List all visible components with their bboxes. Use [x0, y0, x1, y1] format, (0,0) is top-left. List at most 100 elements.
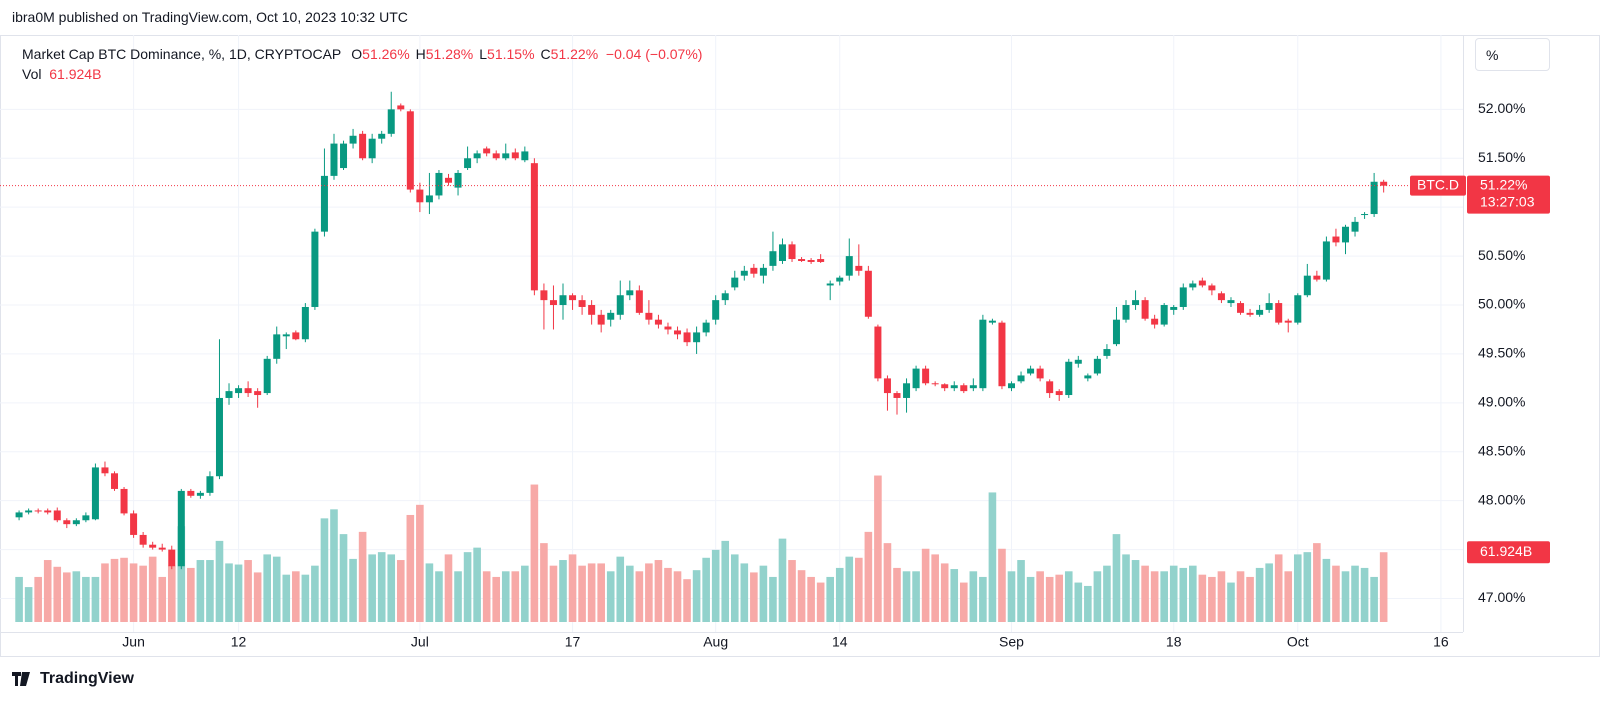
volume-bar	[91, 576, 100, 622]
candle-body	[969, 385, 977, 389]
volume-pane	[15, 475, 1388, 622]
candle-body	[845, 256, 853, 276]
volume-bar	[606, 571, 615, 622]
volume-bar	[998, 548, 1006, 622]
candle-body	[549, 300, 557, 306]
candle-body	[330, 143, 338, 176]
candle-body	[931, 383, 939, 385]
candle-body	[597, 314, 605, 325]
candle-body	[101, 467, 109, 474]
candle-body	[883, 378, 891, 394]
volume-bar	[311, 565, 319, 622]
candle-body	[941, 384, 949, 389]
ohlc-value: 51.28%	[425, 46, 474, 62]
volume-bar	[72, 571, 81, 622]
volume-bar	[1055, 574, 1064, 622]
volume-bar	[1341, 571, 1350, 622]
volume-bar	[597, 563, 605, 622]
volume-bar	[492, 576, 501, 622]
volume-bar	[1217, 571, 1226, 622]
volume-bar	[635, 571, 644, 622]
candle-body	[998, 322, 1006, 387]
volume-bar	[1122, 554, 1130, 622]
volume-bar	[206, 560, 214, 622]
volume-bar	[482, 571, 491, 622]
candle-body	[511, 152, 519, 159]
candle-body	[626, 290, 634, 296]
volume-bar	[1332, 565, 1340, 622]
ohlc-label: L	[479, 46, 488, 62]
volume-bar	[1179, 567, 1188, 622]
candle-body	[988, 320, 996, 323]
x-tick-label: 18	[1166, 634, 1182, 650]
candle-body	[359, 133, 367, 159]
volume-bar	[740, 563, 749, 622]
volume-bar	[979, 576, 987, 622]
volume-bar	[120, 557, 128, 622]
candle-body	[1294, 295, 1302, 323]
candle-body	[1265, 303, 1273, 310]
percent-scale-button[interactable]: %	[1475, 38, 1550, 71]
candle-body	[874, 326, 882, 379]
volume-bar	[931, 554, 939, 622]
volume-bar	[1017, 560, 1025, 622]
candle-body	[674, 330, 682, 335]
volume-bar	[702, 557, 710, 622]
candle-body	[1361, 214, 1369, 216]
candle-body	[903, 383, 911, 398]
candle-body	[855, 265, 863, 271]
candle-body	[1198, 280, 1206, 286]
volume-bar	[912, 571, 920, 622]
candle-body	[483, 148, 491, 154]
candle-body	[1151, 318, 1159, 325]
volume-bar	[1265, 563, 1273, 622]
volume-bar	[683, 579, 691, 622]
candle-body	[950, 385, 958, 389]
candle-body	[1275, 303, 1283, 323]
candle-body	[406, 111, 414, 190]
candle-body	[273, 334, 281, 359]
candle-body	[301, 306, 309, 340]
volume-bar	[645, 563, 653, 622]
candle-body	[502, 153, 510, 159]
candle-body	[635, 290, 643, 313]
candle-body	[416, 189, 424, 203]
candle-body	[1027, 368, 1035, 374]
volume-bar	[664, 567, 672, 622]
volume-tag: 61.924B	[1480, 543, 1532, 559]
candle-body	[712, 300, 720, 320]
volume-bar	[874, 475, 882, 622]
candle-body	[893, 393, 901, 398]
y-tick-label: 50.00%	[1478, 296, 1525, 312]
x-tick-label: 16	[1433, 634, 1449, 650]
volume-bar	[902, 571, 911, 622]
x-tick-label: 12	[231, 634, 247, 650]
candle-body	[1141, 300, 1149, 319]
candle-body	[1370, 181, 1378, 215]
volume-bar	[673, 571, 682, 622]
volume-bar	[1284, 571, 1293, 622]
volume-bar	[1227, 582, 1235, 622]
volume-bar	[129, 563, 138, 622]
candle-body	[826, 283, 834, 286]
candle-body	[569, 295, 577, 301]
volume-bar	[864, 531, 873, 622]
y-tick-label: 49.50%	[1478, 345, 1525, 361]
candle-body	[349, 135, 357, 144]
candle-body	[912, 368, 920, 389]
candle-body	[263, 358, 271, 394]
volume-bar	[959, 582, 968, 622]
volume-bar	[816, 582, 825, 622]
volume-bar	[540, 543, 548, 622]
volume-tag-bg	[1467, 541, 1550, 564]
candle-body	[559, 295, 567, 306]
volume-bar	[187, 567, 195, 622]
y-tick-label: 48.00%	[1478, 491, 1525, 507]
volume-bar	[377, 552, 386, 622]
candle-body	[120, 488, 128, 514]
volume-bar	[158, 576, 167, 622]
candle-body	[759, 267, 767, 276]
candle-body	[72, 520, 80, 525]
ohlc-label: C	[540, 46, 551, 62]
